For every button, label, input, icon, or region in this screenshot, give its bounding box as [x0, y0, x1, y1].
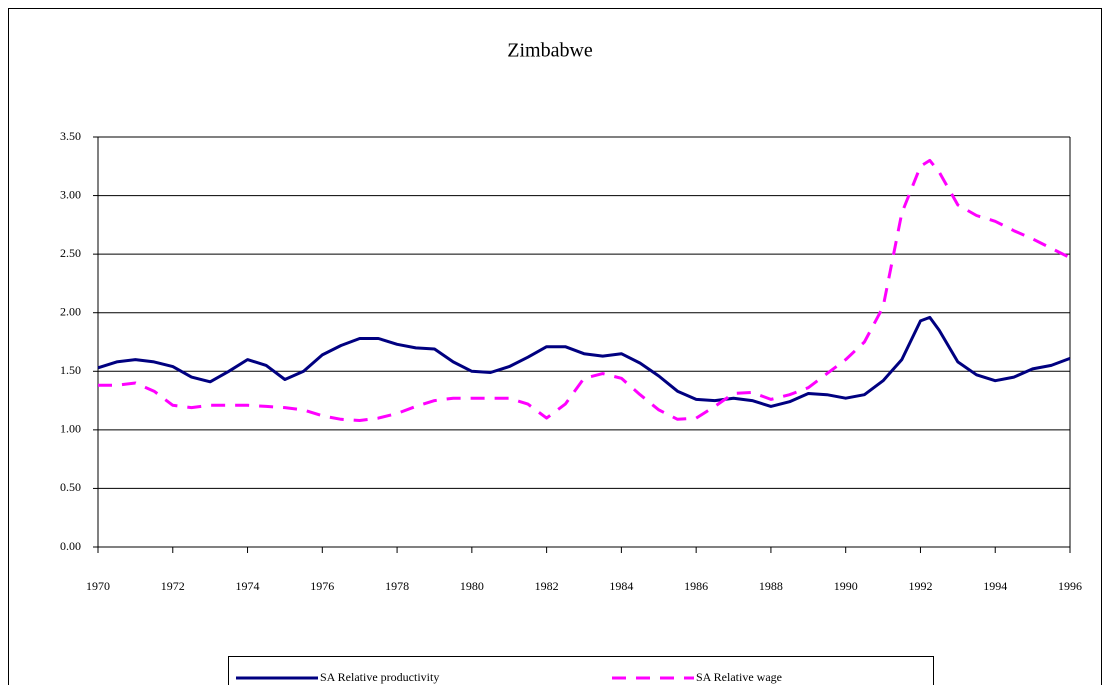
x-tick-label: 1990	[834, 579, 858, 593]
legend-label: SA Relative productivity	[320, 670, 439, 684]
series-line	[98, 158, 1071, 422]
y-tick-label: 3.00	[60, 187, 81, 201]
x-tick-label: 1996	[1058, 579, 1082, 593]
y-tick-label: 2.00	[60, 304, 81, 318]
x-tick-label: 1984	[609, 579, 633, 593]
y-tick-label: 3.50	[60, 129, 81, 143]
chart-frame	[8, 8, 1102, 685]
series-line	[97, 315, 1071, 408]
x-tick-label: 1994	[983, 579, 1007, 593]
legend-box	[228, 656, 934, 685]
x-tick-label: 1986	[684, 579, 708, 593]
x-tick-label: 1976	[310, 579, 334, 593]
y-tick-label: 1.00	[60, 422, 81, 436]
x-tick-label: 1988	[759, 579, 783, 593]
x-tick-label: 1980	[460, 579, 484, 593]
x-tick-label: 1972	[161, 579, 185, 593]
legend-label: SA Relative wage	[696, 670, 782, 684]
x-tick-label: 1974	[236, 579, 260, 593]
y-tick-label: 1.50	[60, 363, 81, 377]
y-tick-label: 2.50	[60, 246, 81, 260]
x-tick-label: 1970	[86, 579, 110, 593]
x-tick-label: 1992	[908, 579, 932, 593]
chart-title: Zimbabwe	[507, 40, 593, 62]
x-tick-label: 1982	[535, 579, 559, 593]
y-tick-label: 0.50	[60, 480, 81, 494]
y-tick-label: 0.00	[60, 539, 81, 553]
x-tick-label: 1978	[385, 579, 409, 593]
